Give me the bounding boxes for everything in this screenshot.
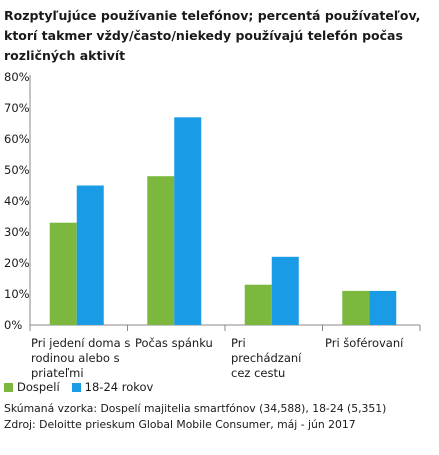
source-note: Zdroj: Deloitte prieskum Global Mobile C… bbox=[4, 418, 356, 431]
y-tick-label: 0% bbox=[4, 318, 22, 332]
category-label-crossing-road: Pri prechádzaní cez cestu bbox=[231, 336, 302, 380]
y-tick-label: 40% bbox=[4, 194, 30, 208]
y-tick-label: 10% bbox=[4, 287, 30, 301]
bar-18-24-0 bbox=[76, 185, 104, 325]
y-tick-label: 70% bbox=[4, 101, 30, 115]
y-tick-label: 30% bbox=[4, 225, 30, 239]
legend-swatch-adults bbox=[4, 382, 13, 392]
y-tick-label: 20% bbox=[4, 256, 30, 270]
bar-adults-1 bbox=[147, 176, 175, 325]
y-tick-label: 80% bbox=[4, 70, 30, 84]
bar-18-24-3 bbox=[369, 290, 397, 325]
legend-item-18-24: 18-24 rokov bbox=[71, 380, 154, 394]
category-label-sleeping: Počas spánku bbox=[135, 336, 213, 350]
chart-legend: Dospelí 18-24 rokov bbox=[4, 379, 165, 395]
bar-adults-2 bbox=[244, 284, 272, 325]
y-tick-label: 60% bbox=[4, 132, 30, 146]
legend-swatch-18-24 bbox=[71, 382, 81, 392]
sample-note: Skúmaná vzorka: Dospelí majitelia smartf… bbox=[4, 402, 387, 415]
category-label-eating: Pri jedení doma s rodinou alebo s priate… bbox=[31, 336, 131, 380]
category-label-driving: Pri šoférovaní bbox=[325, 336, 404, 350]
chart-title: Rozptyľujúce používanie telefónov; perce… bbox=[4, 8, 421, 63]
bar-18-24-1 bbox=[174, 117, 202, 325]
bar-adults-0 bbox=[49, 222, 77, 325]
bar-adults-3 bbox=[342, 290, 370, 325]
legend-label-adults: Dospelí bbox=[17, 380, 60, 394]
bar-18-24-2 bbox=[271, 256, 299, 325]
legend-label-18-24: 18-24 rokov bbox=[84, 380, 154, 394]
legend-item-adults: Dospelí bbox=[4, 380, 60, 394]
y-tick-label: 50% bbox=[4, 163, 30, 177]
